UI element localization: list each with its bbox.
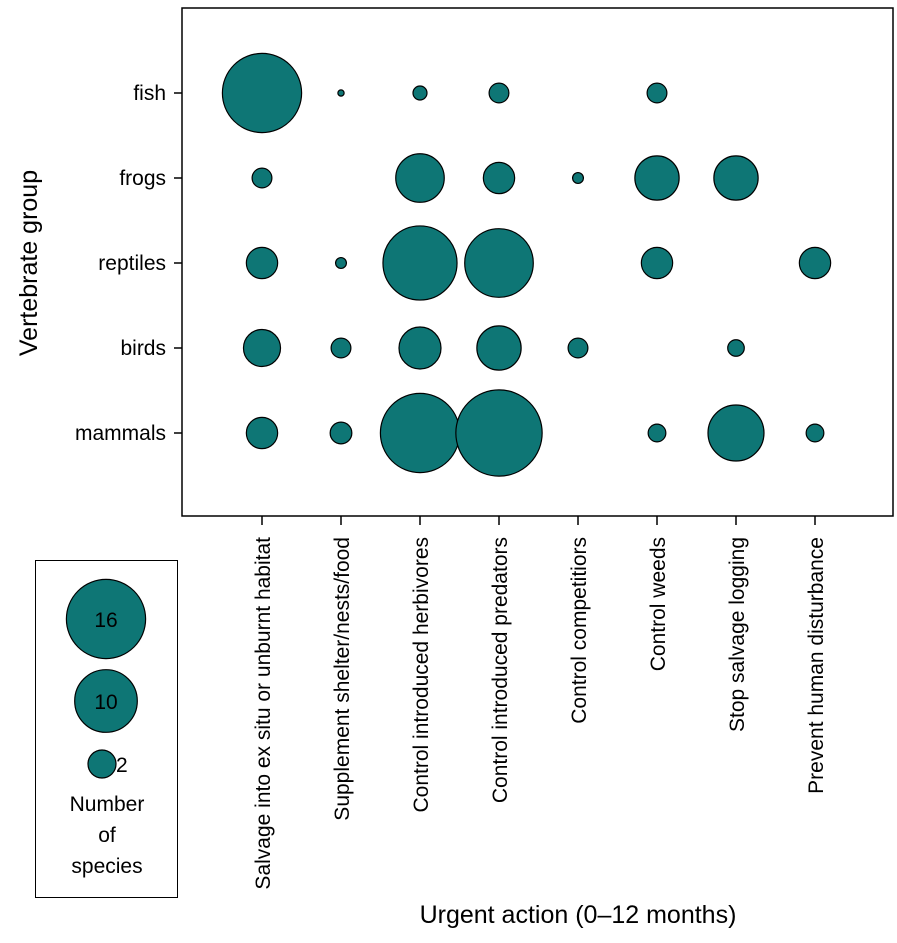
x-tick-label: Control weeds (647, 537, 670, 671)
bubble-fish-1 (337, 89, 345, 97)
legend-title-line: species (71, 855, 142, 878)
x-axis: Salvage into ex situ or unburnt habitat S… (252, 516, 828, 890)
y-tick-label-frogs: frogs (119, 167, 166, 190)
legend: 16 10 2 Number of species (35, 560, 178, 898)
y-tick-label-birds: birds (120, 337, 166, 360)
x-tick-label: Control competitiors (568, 537, 591, 724)
bubble-frogs-4 (571, 171, 585, 185)
bubble-reptiles-0 (245, 246, 279, 280)
x-tick-label: Salvage into ex situ or unburnt habitat (252, 537, 275, 890)
legend-graphic: 16 10 2 Number of species (65, 578, 147, 878)
x-tick-label: Prevent human disturbance (805, 537, 828, 794)
legend-bubble-10 (74, 669, 138, 733)
bubble-frogs-2 (395, 153, 445, 203)
bubble-reptiles-7 (798, 246, 832, 280)
bubble-series (221, 52, 832, 477)
legend-value-2: 2 (116, 754, 128, 777)
bubble-reptiles-5 (640, 246, 674, 280)
x-tick-label: Control introduced predators (489, 537, 512, 803)
y-axis-title: Vertebrate group (15, 170, 43, 356)
legend-value-16: 16 (94, 609, 117, 632)
bubble-birds-1 (330, 337, 352, 359)
legend-title-line: Number (70, 793, 145, 816)
bubble-mammals-0 (245, 416, 279, 450)
y-tick-label-mammals: mammals (75, 422, 166, 445)
bubble-frogs-5 (634, 155, 680, 201)
x-axis-title: Urgent action (0–12 months) (420, 901, 737, 929)
bubble-frogs-6 (713, 155, 759, 201)
bubble-mammals-7 (805, 423, 825, 443)
bubble-fish-5 (646, 82, 668, 104)
bubble-birds-4 (567, 337, 589, 359)
bubble-reptiles-1 (334, 256, 348, 270)
bubble-birds-3 (476, 325, 522, 371)
bubble-mammals-3 (455, 389, 543, 477)
bubble-birds-6 (727, 339, 745, 357)
bubble-reptiles-2 (382, 225, 458, 301)
bubble-mammals-1 (329, 421, 353, 445)
bubble-frogs-3 (482, 161, 516, 195)
bubble-birds-2 (398, 326, 442, 370)
bubble-fish-0 (221, 52, 303, 134)
y-axis: fish frogs reptiles birds mammals (75, 82, 182, 445)
bubble-birds-0 (242, 328, 282, 368)
legend-bubble-2 (87, 749, 117, 779)
bubble-fish-2 (412, 85, 428, 101)
bubble-frogs-0 (251, 167, 273, 189)
bubble-mammals-6 (707, 404, 765, 462)
legend-title-line: of (98, 824, 116, 847)
bubble-reptiles-3 (464, 228, 534, 298)
bubble-mammals-5 (647, 423, 667, 443)
bubble-mammals-2 (379, 392, 461, 474)
y-tick-label-fish: fish (133, 82, 166, 105)
x-tick-label: Stop salvage logging (726, 537, 749, 732)
bubble-fish-3 (488, 82, 510, 104)
x-tick-label: Supplement shelter/nests/food (331, 537, 354, 821)
legend-value-10: 10 (94, 691, 117, 714)
x-tick-label: Control introduced herbivores (410, 537, 433, 812)
y-tick-label-reptiles: reptiles (98, 252, 166, 275)
legend-bubble-16 (65, 578, 147, 660)
